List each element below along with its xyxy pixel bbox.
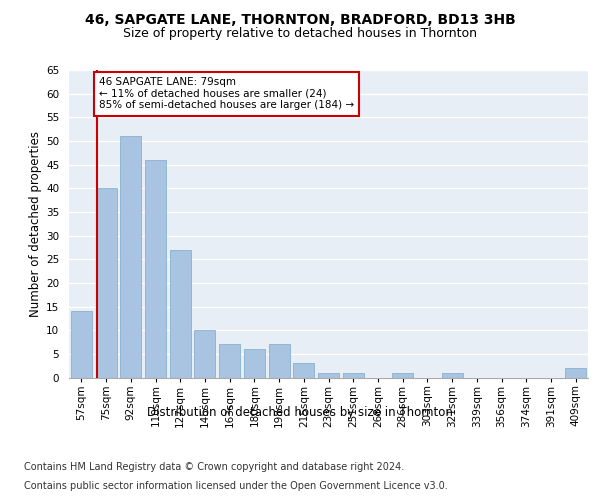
Bar xyxy=(95,188,116,378)
Bar xyxy=(343,373,364,378)
Bar xyxy=(145,160,166,378)
Text: Contains public sector information licensed under the Open Government Licence v3: Contains public sector information licen… xyxy=(24,481,448,491)
Bar xyxy=(442,373,463,378)
Text: Distribution of detached houses by size in Thornton: Distribution of detached houses by size … xyxy=(147,406,453,419)
Bar xyxy=(392,373,413,378)
Bar xyxy=(194,330,215,378)
Text: Size of property relative to detached houses in Thornton: Size of property relative to detached ho… xyxy=(123,28,477,40)
Bar xyxy=(269,344,290,378)
Bar xyxy=(318,373,339,378)
Bar xyxy=(565,368,586,378)
Bar xyxy=(120,136,141,378)
Bar xyxy=(71,312,92,378)
Bar xyxy=(170,250,191,378)
Y-axis label: Number of detached properties: Number of detached properties xyxy=(29,130,42,317)
Text: 46, SAPGATE LANE, THORNTON, BRADFORD, BD13 3HB: 46, SAPGATE LANE, THORNTON, BRADFORD, BD… xyxy=(85,12,515,26)
Bar xyxy=(244,349,265,378)
Bar xyxy=(219,344,240,378)
Text: 46 SAPGATE LANE: 79sqm
← 11% of detached houses are smaller (24)
85% of semi-det: 46 SAPGATE LANE: 79sqm ← 11% of detached… xyxy=(99,77,354,110)
Bar xyxy=(293,364,314,378)
Text: Contains HM Land Registry data © Crown copyright and database right 2024.: Contains HM Land Registry data © Crown c… xyxy=(24,462,404,472)
